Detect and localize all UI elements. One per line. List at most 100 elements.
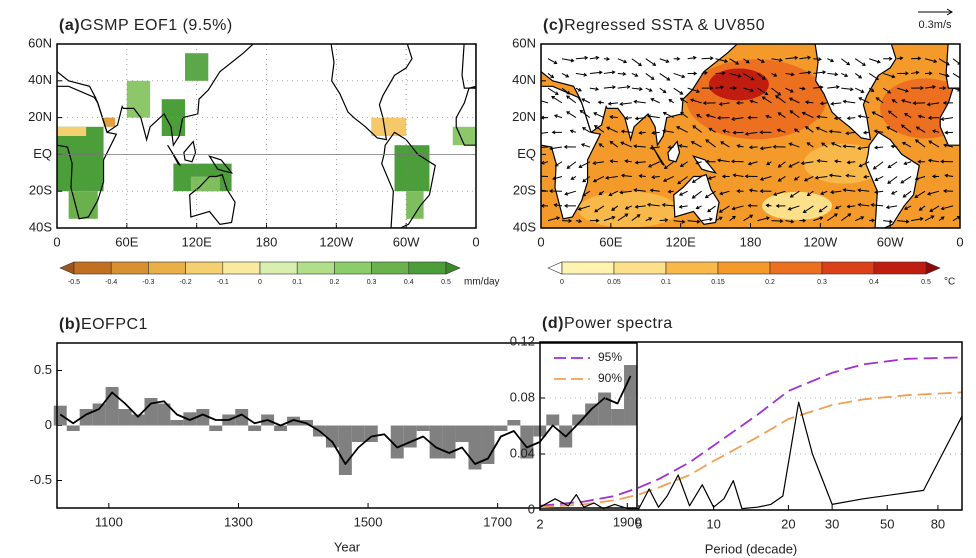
bar: [507, 420, 521, 426]
wind-arrow: [813, 216, 823, 222]
wind-arrow: [631, 87, 643, 90]
wind-arrow: [827, 58, 834, 62]
wind-arrow: [802, 112, 814, 119]
wind-arrow-head: [901, 141, 906, 146]
wind-arrow-head: [732, 173, 737, 178]
panel-title: (a)GSMP EOF1 (9.5%): [59, 17, 233, 34]
wind-arrow-head: [903, 206, 908, 210]
wind-arrow-head: [833, 116, 838, 121]
wind-arrow-head: [620, 129, 625, 134]
wind-arrow: [841, 87, 853, 91]
wind-arrow-head: [732, 130, 737, 135]
wind-arrow-head: [830, 101, 835, 106]
wind-arrow: [928, 159, 940, 163]
wind-arrow: [858, 97, 870, 104]
wind-arrow-head: [678, 192, 683, 196]
wind-arrow: [606, 126, 619, 133]
wind-arrow: [648, 161, 660, 168]
x-tick-label: 20: [781, 516, 795, 531]
x-tick-label: 1300: [224, 514, 253, 529]
wind-arrow-head: [736, 189, 741, 194]
wind-arrow: [743, 214, 753, 222]
wind-arrow: [617, 213, 628, 222]
wind-arrow-head: [667, 189, 672, 194]
wind-arrow-head: [901, 99, 906, 103]
wind-arrow: [854, 73, 862, 79]
wind-arrow-head: [623, 59, 628, 64]
wind-arrow: [662, 130, 674, 133]
wind-arrow-head: [873, 145, 878, 150]
y-tick-label: 0: [528, 501, 535, 516]
wind-arrow-head: [875, 97, 880, 101]
wind-arrow: [662, 204, 674, 207]
wind-arrow: [871, 204, 884, 207]
map-layer: [536, 44, 960, 228]
wind-arrow: [589, 87, 599, 90]
wind-arrow: [911, 71, 919, 74]
wind-arrow: [834, 117, 842, 119]
wind-arrow: [952, 87, 960, 91]
wind-arrow: [707, 205, 716, 213]
wind-arrow-head: [663, 165, 668, 170]
wind-arrow: [680, 97, 688, 104]
rain-patch: [126, 80, 151, 118]
coastline: [330, 44, 413, 141]
sst-warm: [686, 59, 827, 140]
x-tick-label: 2: [536, 516, 543, 531]
wind-arrow: [631, 58, 642, 66]
wind-arrow-head: [536, 132, 539, 135]
wind-arrow-head: [830, 142, 835, 146]
plot-frame: [56, 342, 638, 509]
wind-arrow: [652, 131, 660, 134]
wind-arrow: [887, 176, 898, 184]
wind-arrow-head: [609, 159, 614, 164]
wind-arrow-head: [720, 141, 724, 145]
rain-patch: [103, 117, 116, 127]
colorbar-end: [925, 261, 941, 275]
wind-arrow-head: [761, 96, 766, 100]
wind-arrow: [561, 87, 570, 95]
wind-arrow: [729, 58, 739, 65]
bar: [170, 420, 184, 426]
wind-arrow: [757, 217, 770, 222]
wind-arrow-head: [598, 191, 603, 196]
wind-arrow: [911, 218, 923, 222]
wind-arrow-head: [899, 56, 904, 61]
wind-arrow-head: [940, 117, 945, 121]
wind-arrow-head: [680, 111, 684, 116]
wind-arrow-head: [790, 72, 795, 77]
wind-arrow-head: [905, 71, 909, 76]
wind-arrow-head: [860, 216, 865, 220]
wind-arrow: [701, 57, 713, 60]
wind-arrow: [897, 220, 909, 223]
x-tick-label: 50: [880, 516, 894, 531]
wind-arrow: [579, 110, 591, 119]
wind-arrow-head: [903, 161, 908, 166]
wind-arrow-head: [816, 158, 821, 163]
wind-arrow: [807, 190, 814, 196]
wind-arrow-head: [749, 214, 754, 219]
wind-arrow-head: [650, 76, 655, 80]
wind-arrow: [664, 161, 674, 169]
wind-arrow-head: [583, 72, 588, 77]
colorbar-box: [769, 261, 823, 275]
wind-arrow-head: [863, 174, 868, 179]
wind-arrow: [888, 161, 898, 168]
wind-arrow: [659, 87, 666, 93]
wind-arrow: [743, 73, 754, 81]
wind-arrow-head: [634, 204, 639, 209]
wind-arrow: [566, 161, 577, 169]
wind-arrow: [582, 190, 591, 197]
rain-patch: [185, 53, 209, 81]
wind-arrow: [904, 113, 912, 119]
wind-arrow: [820, 102, 828, 105]
wind-arrow: [582, 176, 591, 183]
wind-arrow-head: [662, 129, 666, 133]
wind-arrow-head: [926, 191, 931, 196]
wind-arrow-head: [815, 126, 820, 131]
y-tick-label: 60N: [512, 35, 536, 50]
colorbar-end: [445, 261, 461, 275]
wind-arrow: [625, 160, 632, 163]
wind-arrow-head: [857, 188, 862, 193]
wind-arrow-head: [735, 61, 740, 65]
